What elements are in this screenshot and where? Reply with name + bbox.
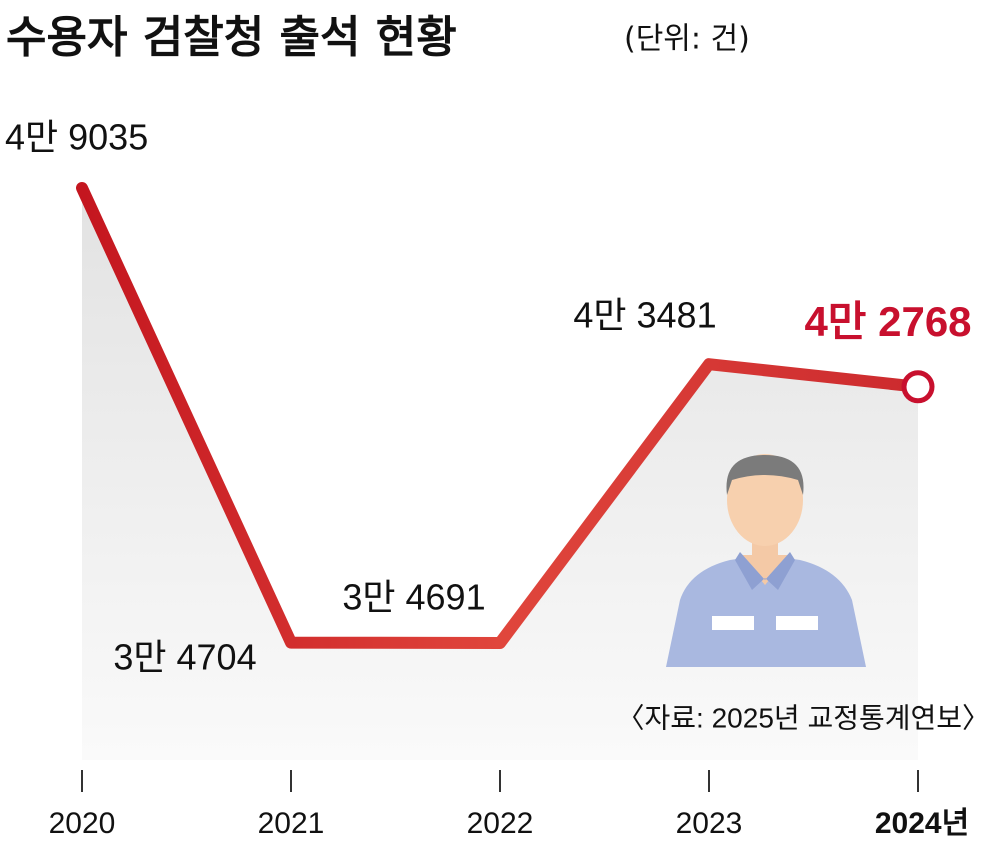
value-label: 4만 2768 (804, 298, 971, 345)
x-tick-label: 2020 (49, 807, 116, 840)
value-label: 4만 3481 (573, 295, 716, 336)
value-label: 3만 4691 (342, 577, 485, 618)
end-marker (901, 370, 935, 404)
person-icon (666, 454, 866, 667)
value-label: 4만 9035 (5, 117, 148, 158)
line (76, 182, 924, 649)
source-note: 〈자료: 2025년 교정통계연보〉 (617, 702, 990, 733)
x-tick-label: 2024년 (875, 807, 969, 840)
x-tick-label: 2023 (676, 807, 743, 840)
chart-subtitle: (단위: 건) (624, 22, 750, 57)
chart-title: 수용자 검찰청 출석 현황 (6, 12, 457, 63)
value-label: 3만 4704 (113, 637, 256, 678)
x-tick-label: 2021 (258, 807, 325, 840)
x-tick-label: 2022 (467, 807, 534, 840)
